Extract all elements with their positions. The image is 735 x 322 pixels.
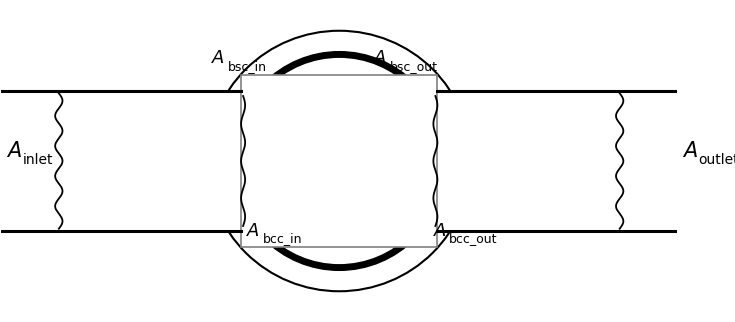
Text: inlet: inlet	[23, 153, 53, 167]
Text: bcc_in: bcc_in	[262, 232, 302, 245]
Text: bsc_out: bsc_out	[390, 60, 437, 73]
Text: $A$: $A$	[373, 49, 387, 67]
Text: $A$: $A$	[681, 141, 698, 161]
Text: bcc_out: bcc_out	[449, 232, 498, 245]
Text: $A$: $A$	[433, 222, 447, 240]
Text: $A$: $A$	[6, 141, 22, 161]
Bar	[241, 75, 437, 247]
Text: $A$: $A$	[211, 49, 225, 67]
Bar	[437, 91, 677, 231]
Bar	[1, 91, 241, 231]
Bar	[241, 75, 437, 247]
Text: outlet: outlet	[698, 153, 735, 167]
Text: $A$: $A$	[246, 222, 260, 240]
Text: bsc_in: bsc_in	[227, 60, 266, 73]
